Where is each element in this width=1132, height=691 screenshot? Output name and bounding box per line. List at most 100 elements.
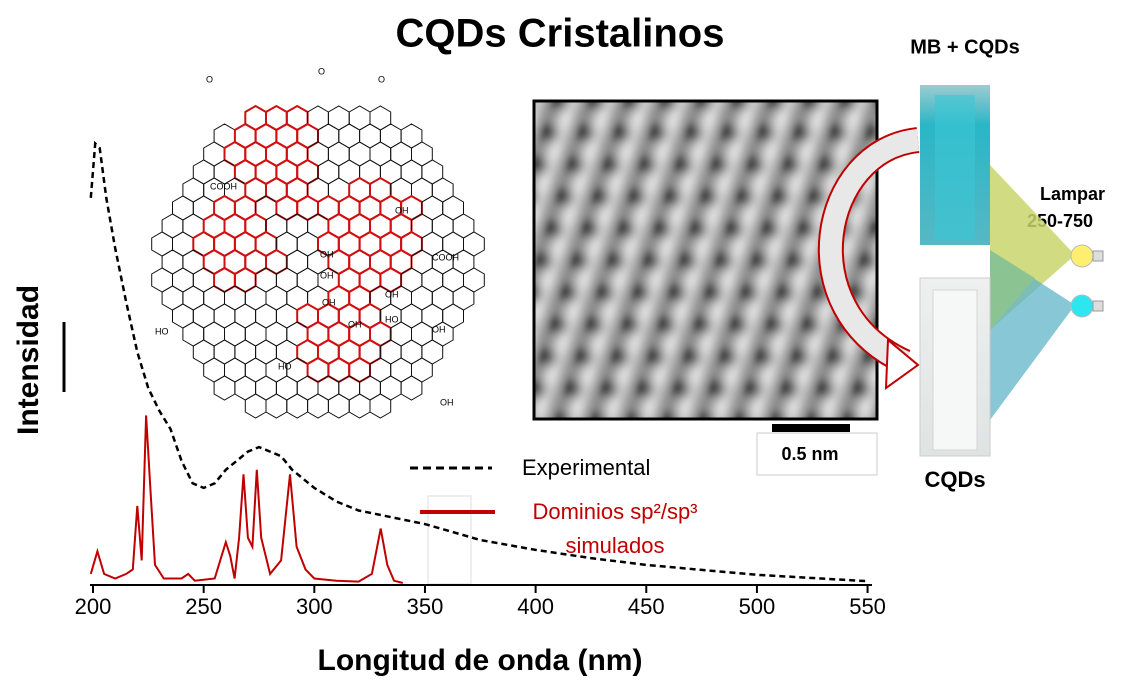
tem-dot xyxy=(580,219,600,239)
molecule-label: OH xyxy=(395,205,409,215)
hexagon xyxy=(453,286,474,310)
hexagon xyxy=(401,304,422,328)
hexagon xyxy=(391,142,412,166)
tem-dot xyxy=(709,155,729,175)
tem-dot xyxy=(480,411,500,431)
x-tick-label: 550 xyxy=(849,594,886,619)
hexagon xyxy=(235,340,256,364)
tem-dot xyxy=(563,379,583,399)
tem-dot xyxy=(349,155,369,175)
tem-dot xyxy=(575,123,595,143)
tem-dot xyxy=(698,187,718,207)
tem-dot xyxy=(610,347,630,367)
tem-dot xyxy=(497,251,517,271)
hexagon xyxy=(235,268,256,292)
molecule-label: HO xyxy=(155,326,169,336)
tem-dot xyxy=(1126,91,1132,111)
tem-dot xyxy=(718,347,738,367)
hexagon xyxy=(349,142,370,166)
tem-dot xyxy=(902,443,922,463)
hexagon xyxy=(162,214,183,238)
x-tick-label: 200 xyxy=(75,594,112,619)
tem-dot xyxy=(755,123,775,143)
molecule-label: OH xyxy=(320,249,334,259)
hexagon xyxy=(401,340,422,364)
x-axis-label: Longitud de onda (nm) xyxy=(318,644,643,677)
tem-dot xyxy=(671,379,691,399)
tem-dot xyxy=(539,123,559,143)
molecule-label: O xyxy=(318,66,325,76)
hexagon xyxy=(422,160,443,184)
tem-dot xyxy=(538,347,558,367)
tem-dot xyxy=(779,379,799,399)
hexagon xyxy=(173,196,194,220)
tem-dot xyxy=(660,411,680,431)
tem-dot xyxy=(574,347,594,367)
molecule-label: HO xyxy=(278,361,292,371)
tem-dot xyxy=(1007,123,1027,143)
tem-dot xyxy=(713,251,733,271)
hexagon xyxy=(193,340,214,364)
title: CQDs Cristalinos xyxy=(396,12,725,56)
molecule-label: COOH xyxy=(210,181,237,191)
hexagon xyxy=(412,286,433,310)
tem-dot xyxy=(635,379,655,399)
molecule-label: OH xyxy=(432,324,446,334)
tem-dot xyxy=(624,411,644,431)
scale-bar xyxy=(772,424,850,432)
tem-dot xyxy=(476,315,496,335)
tem-dot xyxy=(800,315,820,335)
hexagon xyxy=(256,340,277,364)
tem-dot xyxy=(647,123,667,143)
tem-dot xyxy=(790,347,810,367)
tem-dot xyxy=(785,251,805,271)
tem-dot xyxy=(493,155,513,175)
tem-dot xyxy=(817,155,837,175)
tem-dot xyxy=(728,315,748,335)
tem-dot xyxy=(929,251,949,271)
tem-dot xyxy=(745,155,765,175)
tem-dot xyxy=(683,123,703,143)
tem-dot xyxy=(254,443,274,463)
bulb xyxy=(1071,295,1093,317)
tem-dot xyxy=(851,379,871,399)
molecule-label: O xyxy=(206,74,213,84)
tem-dot xyxy=(878,187,898,207)
tem-dot xyxy=(595,283,615,303)
tem-dot xyxy=(1020,411,1040,431)
tem-dot xyxy=(406,91,426,111)
hexagon xyxy=(266,250,287,274)
hexagon xyxy=(328,358,349,382)
tem-dot xyxy=(362,443,382,463)
bulb-base xyxy=(1093,301,1103,311)
tem-dot xyxy=(466,347,486,367)
tem-dot xyxy=(686,443,706,463)
hexagon xyxy=(214,340,235,364)
series-line xyxy=(91,415,403,583)
scale-label: 0.5 nm xyxy=(781,444,838,464)
tem-dot xyxy=(508,219,528,239)
tem-dot xyxy=(554,187,574,207)
x-tick-label: 500 xyxy=(739,594,776,619)
tem-dot xyxy=(707,379,727,399)
tem-dot xyxy=(696,411,716,431)
hexagon xyxy=(318,124,339,148)
tem-dot xyxy=(770,187,790,207)
tem-dot xyxy=(548,315,568,335)
tem-dot xyxy=(1018,91,1038,111)
tem-dot xyxy=(290,443,310,463)
molecule: COOHOHCOOHHOOHOHOHOHHOOHOHHOOHOOO xyxy=(152,66,485,418)
hexagon xyxy=(422,268,443,292)
tem-dot xyxy=(743,379,763,399)
tem-dot xyxy=(611,123,631,143)
tem-dot xyxy=(1042,347,1062,367)
cuvette-liquid xyxy=(935,95,975,240)
hexagon xyxy=(370,106,391,130)
tem-dot xyxy=(527,379,547,399)
tem-dot xyxy=(997,155,1017,175)
hexagon xyxy=(339,124,360,148)
tem-dot xyxy=(876,411,896,431)
tem-dot xyxy=(688,219,708,239)
tem-dot xyxy=(764,315,784,335)
hexagon xyxy=(391,358,412,382)
